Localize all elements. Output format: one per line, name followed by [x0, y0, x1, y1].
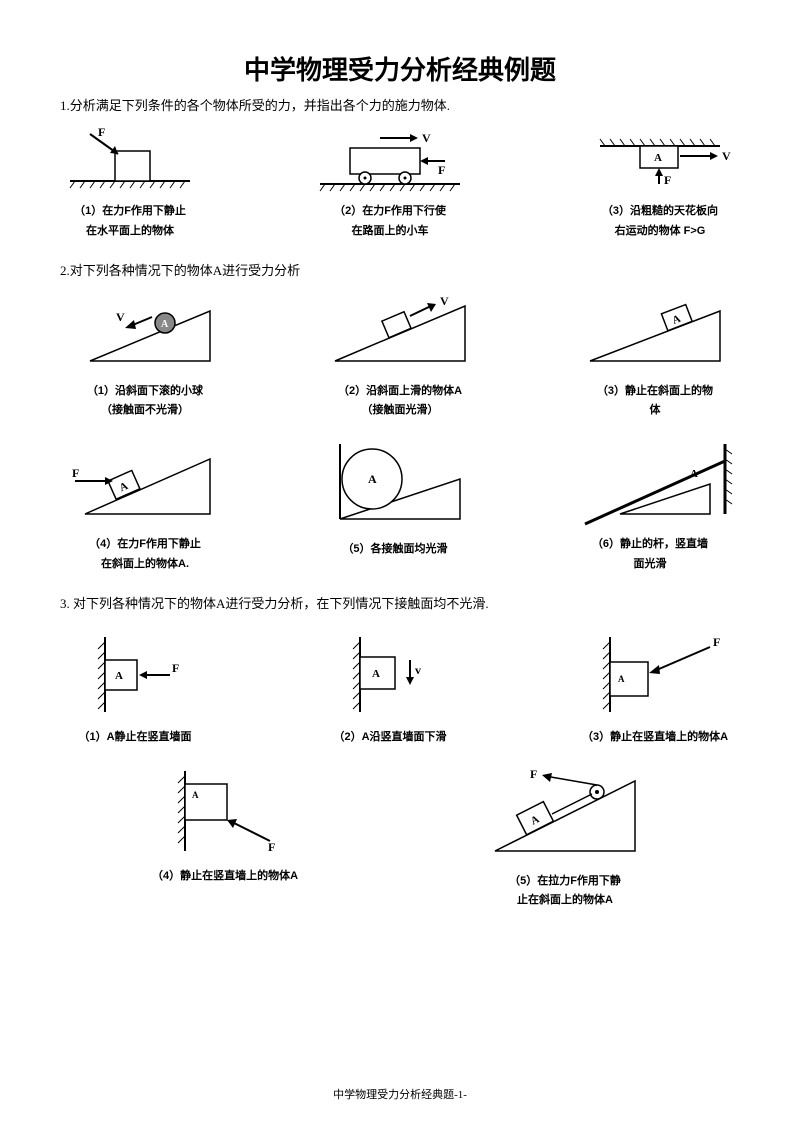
q2-caption-4: （4）在力F作用下静止 在斜面上的物体A.: [89, 535, 201, 575]
svg-text:V: V: [116, 310, 125, 324]
q2-item-5: A （5）各接触面均光滑: [310, 439, 480, 575]
svg-text:V: V: [722, 149, 731, 163]
page-title: 中学物理受力分析经典例题: [60, 50, 740, 87]
svg-text:A: A: [690, 468, 698, 480]
svg-text:A: A: [368, 472, 377, 486]
svg-text:F: F: [268, 840, 275, 854]
svg-text:A: A: [115, 670, 123, 682]
page-footer: 中学物理受力分析经典题-1-: [0, 1086, 800, 1102]
q3-text: 3. 对下列各种情况下的物体A进行受力分析，在下列情况下接触面均不光滑.: [60, 593, 740, 612]
q3-row-2: A F （4）静止在竖直墙上的物体A A F （5）在拉力F作用下静 止在斜面上…: [60, 766, 740, 912]
q1-diagram-2: F V: [310, 126, 470, 196]
q2-row-2: A F （4）在力F作用下静止 在斜面上的物体A. A （5）各接触面均光滑: [60, 439, 740, 575]
q1-caption-2: （2）在力F作用下行使 在路面上的小车: [334, 202, 446, 242]
q2-item-2: V （2）沿斜面上滑的物体A （接触面光滑）: [315, 291, 485, 422]
q2-caption-2: （2）沿斜面上滑的物体A （接触面光滑）: [338, 382, 462, 422]
q3-caption-5: （5）在拉力F作用下静 止在斜面上的物体A: [509, 872, 621, 912]
svg-text:A: A: [654, 152, 662, 164]
q1-item-1: F （1）在力F作用下静止 在水平面上的物体: [60, 126, 200, 242]
q1-row: F （1）在力F作用下静止 在水平面上的物体 F: [60, 126, 740, 242]
q3-item-2: A v （2）A沿竖直墙面下滑: [315, 632, 465, 748]
q2-caption-1: （1）沿斜面下滚的小球 （接触面不光滑）: [87, 382, 203, 422]
q3-diagram-5: A F: [470, 766, 660, 866]
q3-item-4: A F （4）静止在竖直墙上的物体A: [140, 766, 310, 912]
svg-text:V: V: [422, 131, 431, 145]
svg-text:F: F: [72, 466, 79, 480]
q1-caption-1: （1）在力F作用下静止 在水平面上的物体: [74, 202, 186, 242]
svg-text:F: F: [438, 163, 445, 177]
q3-diagram-4: A F: [140, 766, 310, 861]
q2-row-1: A V （1）沿斜面下滚的小球 （接触面不光滑） V （2）沿斜面上滑的物体A …: [60, 291, 740, 422]
q2-diagram-3: A: [570, 291, 740, 376]
q2-item-3: A （3）静止在斜面上的物 体: [570, 291, 740, 422]
q3-diagram-1: A F: [60, 632, 210, 722]
q2-diagram-4: A F: [60, 439, 230, 529]
q1-diagram-3: A F V: [580, 126, 740, 196]
q2-item-1: A V （1）沿斜面下滚的小球 （接触面不光滑）: [60, 291, 230, 422]
q1-text: 1.分析满足下列条件的各个物体所受的力，并指出各个力的施力物体.: [60, 95, 740, 114]
svg-text:V: V: [440, 294, 449, 308]
q3-caption-4: （4）静止在竖直墙上的物体A: [152, 867, 298, 887]
svg-text:F: F: [530, 767, 537, 781]
svg-text:A: A: [618, 674, 625, 684]
q2-caption-6: （6）静止的杆，竖直墙 面光滑: [592, 535, 708, 575]
q1-item-2: F V （2）在力F作用下行使 在路面上的小车: [310, 126, 470, 242]
q1-diagram-1: F: [60, 126, 200, 196]
q2-diagram-2: V: [315, 291, 485, 376]
q3-item-5: A F （5）在拉力F作用下静 止在斜面上的物体A: [470, 766, 660, 912]
q3-item-3: A F （3）静止在竖直墙上的物体A: [570, 632, 740, 748]
svg-text:A: A: [161, 319, 169, 330]
q2-caption-3: （3）静止在斜面上的物 体: [597, 382, 713, 422]
q2-caption-5: （5）各接触面均光滑: [342, 540, 447, 560]
q3-caption-1: （1）A静止在竖直墙面: [78, 728, 191, 748]
q1-caption-3: （3）沿粗糙的天花板向 右运动的物体 F>G: [602, 202, 718, 242]
q2-text: 2.对下列各种情况下的物体A进行受力分析: [60, 260, 740, 279]
svg-text:A: A: [372, 668, 380, 680]
q3-diagram-2: A v: [315, 632, 465, 722]
svg-text:F: F: [664, 173, 671, 187]
q3-item-1: A F （1）A静止在竖直墙面: [60, 632, 210, 748]
q2-diagram-5: A: [310, 439, 480, 534]
q2-diagram-1: A V: [60, 291, 230, 376]
q3-caption-3: （3）静止在竖直墙上的物体A: [582, 728, 728, 748]
svg-text:F: F: [98, 126, 105, 139]
svg-text:F: F: [172, 661, 179, 675]
q3-diagram-3: A F: [570, 632, 740, 722]
q2-diagram-6: A: [560, 439, 740, 529]
q3-row-1: A F （1）A静止在竖直墙面 A v （2）A沿竖直墙面下滑: [60, 632, 740, 748]
svg-text:A: A: [192, 790, 199, 800]
svg-text:v: v: [415, 663, 421, 677]
q2-item-6: A （6）静止的杆，竖直墙 面光滑: [560, 439, 740, 575]
q1-item-3: A F V （3）沿粗糙的天花板向 右运动的物体 F>G: [580, 126, 740, 242]
q3-caption-2: （2）A沿竖直墙面下滑: [333, 728, 446, 748]
svg-text:F: F: [713, 635, 720, 649]
q2-item-4: A F （4）在力F作用下静止 在斜面上的物体A.: [60, 439, 230, 575]
